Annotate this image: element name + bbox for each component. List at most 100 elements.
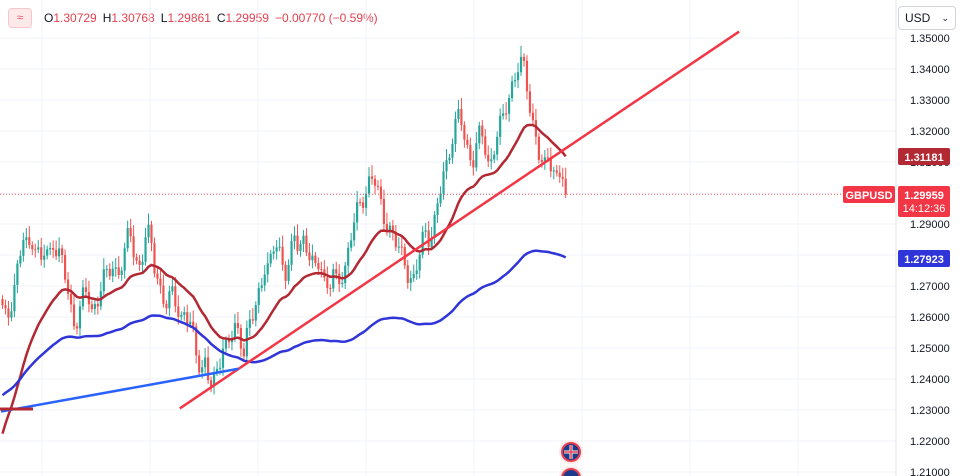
candle-body: [361, 202, 365, 208]
candle-body: [430, 238, 433, 247]
candle-body: [174, 286, 177, 307]
candle-body: [242, 348, 245, 357]
candle-body: [499, 115, 502, 137]
event-markers[interactable]: [559, 440, 583, 476]
candle-body: [376, 185, 380, 187]
candle-body: [487, 154, 490, 162]
candle-body: [528, 91, 532, 113]
candle-body: [132, 236, 135, 258]
price-tick-label: 1.26000: [910, 312, 950, 324]
candle-body: [236, 323, 239, 328]
candle-body: [516, 72, 520, 81]
candle-body: [260, 285, 263, 288]
candle-body: [347, 247, 350, 266]
wave-icon[interactable]: ≈: [8, 8, 32, 28]
candle-body: [278, 246, 281, 248]
candle-body: [290, 241, 293, 265]
candle-body: [141, 261, 144, 265]
candle-body: [156, 273, 159, 279]
candle-body: [421, 231, 424, 255]
price-tick-label: 1.22000: [910, 436, 950, 448]
candle-body: [448, 157, 451, 161]
candle-body: [63, 255, 67, 280]
candle-body: [385, 223, 388, 232]
price-tick-label: 1.29000: [910, 219, 950, 231]
candle-body: [537, 136, 540, 160]
trendline: [0, 367, 239, 413]
candle-body: [293, 235, 296, 242]
candle-body: [58, 248, 61, 257]
candle-body: [350, 240, 353, 248]
candle-body: [180, 314, 183, 317]
candle-body: [335, 269, 338, 274]
candle-body: [433, 214, 436, 239]
candle-body: [120, 270, 123, 276]
candle-body: [257, 287, 260, 306]
candle-body: [534, 120, 537, 137]
candle-body: [326, 277, 329, 288]
candle-body: [218, 367, 222, 369]
candle-body: [508, 97, 511, 114]
moving-average-blue: [1, 249, 567, 397]
candle-body: [344, 265, 347, 284]
symbol-tag: [843, 186, 895, 203]
candle-body: [457, 109, 460, 119]
candle-body: [451, 143, 454, 158]
candle-body: [84, 287, 88, 293]
currency-select[interactable]: USD ⌄: [898, 6, 956, 30]
candle-body: [269, 253, 272, 264]
candle-body: [248, 319, 251, 328]
candle-body: [367, 176, 371, 194]
candle-body: [439, 193, 442, 204]
candle-body: [4, 305, 7, 309]
candle-body: [266, 263, 269, 275]
candle-body: [55, 249, 58, 257]
candle-body: [415, 270, 418, 274]
candle-body: [34, 249, 37, 251]
currency-select-value: USD: [905, 11, 931, 25]
candle-body: [531, 112, 535, 121]
candle-body: [195, 326, 198, 356]
candle-body: [254, 305, 257, 321]
candle-body: [463, 125, 466, 140]
candle-body: [227, 340, 231, 343]
candle-body: [150, 224, 153, 244]
candle-body: [123, 248, 126, 271]
candle-body: [37, 247, 40, 250]
candle-body: [189, 321, 192, 325]
candle-body: [153, 243, 156, 274]
candle-body: [162, 285, 165, 304]
candle-body: [212, 372, 216, 387]
price-tick-label: 1.27000: [910, 281, 950, 293]
ma-blue-tag: [898, 250, 950, 267]
candle-body: [445, 160, 448, 172]
candle-body: [245, 327, 248, 357]
candle-body: [502, 113, 505, 116]
moving-average-red: [1, 123, 567, 434]
last-price-label: 1.29959: [904, 190, 944, 202]
candle-body: [469, 144, 472, 161]
candle-body: [126, 228, 129, 249]
candle-body: [198, 355, 201, 373]
high-value: 1.30768: [111, 11, 155, 25]
candle-body: [412, 273, 415, 279]
candle-body: [207, 357, 210, 381]
uk-flag-icon[interactable]: [559, 466, 583, 476]
candle-body: [66, 279, 70, 294]
candle-body: [427, 230, 430, 247]
uk-flag-icon[interactable]: [559, 440, 583, 464]
open-value: 1.30729: [53, 11, 97, 25]
candle-body: [311, 255, 314, 261]
candle-body: [16, 263, 19, 285]
candle-body: [281, 246, 284, 265]
candle-body: [102, 269, 105, 292]
candle-body: [275, 247, 278, 252]
candle-body: [272, 251, 275, 254]
candle-body: [478, 125, 481, 144]
candle-body: [540, 159, 543, 162]
candle-body: [1, 299, 4, 306]
candle-body: [409, 278, 412, 283]
candle-body: [549, 158, 552, 172]
candle-body: [284, 264, 287, 281]
